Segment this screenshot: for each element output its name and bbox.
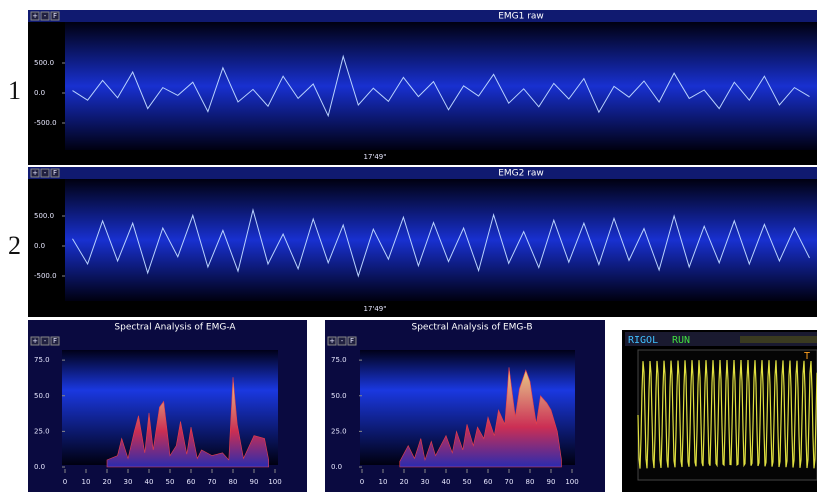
y-tick-label: 0.0: [34, 242, 45, 250]
x-tick-label: 100: [268, 478, 281, 486]
x-axis-label: 17'49": [364, 305, 387, 313]
x-tick-label: 50: [463, 478, 472, 486]
row-label: 2: [8, 231, 21, 260]
y-tick-label: -500.0: [34, 119, 57, 127]
scope-status: RUN: [672, 335, 690, 346]
chart-title: EMG1 raw: [498, 12, 544, 22]
control-label[interactable]: +: [32, 169, 38, 177]
y-tick-label: 500.0: [34, 59, 54, 67]
x-tick-label: 60: [187, 478, 196, 486]
row-label: 1: [8, 76, 21, 105]
x-tick-label: 40: [442, 478, 451, 486]
chart-title: EMG2 raw: [498, 169, 544, 179]
y-tick-label: -500.0: [34, 272, 57, 280]
chart-title: Spectral Analysis of EMG-A: [114, 323, 236, 333]
title-bar: [28, 10, 817, 22]
x-tick-label: 20: [400, 478, 409, 486]
y-tick-label: 25.0: [331, 427, 347, 435]
x-axis-label: 17'49": [364, 153, 387, 161]
x-tick-label: 50: [166, 478, 175, 486]
x-tick-label: 10: [82, 478, 91, 486]
x-tick-label: 80: [526, 478, 535, 486]
x-tick-label: 10: [379, 478, 388, 486]
plot-area: [65, 179, 817, 301]
x-tick-label: 80: [229, 478, 238, 486]
x-tick-label: 0: [63, 478, 67, 486]
control-label[interactable]: F: [350, 337, 354, 345]
y-tick-label: 0.0: [34, 463, 45, 471]
scope-brand: RIGOL: [628, 335, 658, 346]
y-tick-label: 0.0: [331, 463, 342, 471]
x-tick-label: 40: [145, 478, 154, 486]
x-tick-label: 70: [208, 478, 217, 486]
scope-trigger: T: [804, 351, 810, 362]
control-label[interactable]: +: [329, 337, 335, 345]
scope-bar: [740, 336, 817, 343]
control-label[interactable]: +: [32, 337, 38, 345]
x-tick-label: 90: [547, 478, 556, 486]
title-bar: [28, 167, 817, 179]
y-tick-label: 50.0: [34, 392, 50, 400]
x-tick-label: 0: [360, 478, 364, 486]
control-label[interactable]: F: [53, 12, 57, 20]
plot-area: [65, 22, 817, 150]
plot-area: [62, 350, 278, 465]
y-tick-label: 50.0: [331, 392, 347, 400]
y-tick-label: 75.0: [34, 356, 50, 364]
screen: RIGOL RUN T 1 2 EMG1 raw 17'49" -500.0 0.0 5…: [0, 0, 817, 492]
x-tick-label: 30: [421, 478, 430, 486]
x-tick-label: 30: [124, 478, 133, 486]
y-tick-label: 25.0: [34, 427, 50, 435]
y-tick-label: 500.0: [34, 212, 54, 220]
control-label[interactable]: F: [53, 337, 57, 345]
y-tick-label: 75.0: [331, 356, 347, 364]
x-tick-label: 20: [103, 478, 112, 486]
x-tick-label: 90: [250, 478, 259, 486]
chart-title: Spectral Analysis of EMG-B: [411, 323, 532, 333]
x-tick-label: 70: [505, 478, 514, 486]
control-label[interactable]: F: [53, 169, 57, 177]
control-label[interactable]: +: [32, 12, 38, 20]
y-tick-label: 0.0: [34, 89, 45, 97]
x-tick-label: 100: [565, 478, 578, 486]
x-tick-label: 60: [484, 478, 493, 486]
